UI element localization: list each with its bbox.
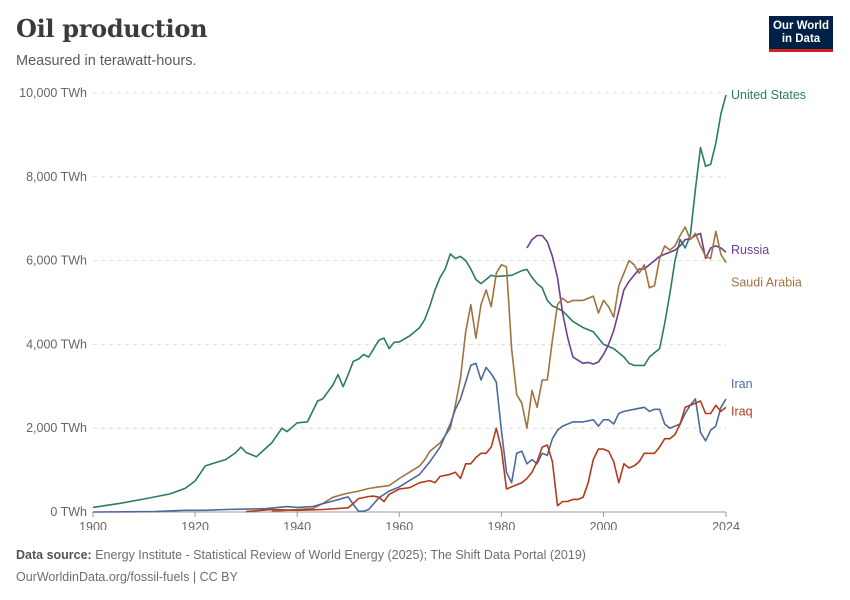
series-line-united-states[interactable] bbox=[92, 94, 727, 509]
logo-accent-bar bbox=[769, 49, 833, 52]
x-tick-label: 1900 bbox=[79, 520, 107, 530]
logo-line-2: in Data bbox=[781, 33, 821, 45]
y-tick-label: 0 TWh bbox=[50, 505, 87, 519]
y-tick-label: 8,000 TWh bbox=[26, 170, 87, 184]
y-tick-label: 2,000 TWh bbox=[26, 421, 87, 435]
series-label-iran[interactable]: Iran bbox=[731, 377, 753, 391]
series-line-iraq[interactable] bbox=[246, 400, 727, 513]
source-label: Data source: bbox=[16, 548, 92, 562]
source-text: Energy Institute - Statistical Review of… bbox=[95, 548, 586, 562]
series-line-saudi-arabia[interactable] bbox=[271, 226, 727, 512]
x-tick-label: 1960 bbox=[385, 520, 413, 530]
y-tick-label: 4,000 TWh bbox=[26, 337, 87, 351]
owid-logo[interactable]: Our World in Data bbox=[769, 16, 833, 52]
grid-lines bbox=[93, 92, 726, 429]
x-tick-label: 2000 bbox=[590, 520, 618, 530]
series-label-iraq[interactable]: Iraq bbox=[731, 404, 753, 418]
line-chart: 0 TWh 2,000 TWh 4,000 TWh 6,000 TWh 8,000 TW… bbox=[19, 86, 806, 530]
y-tick-label: 10,000 TWh bbox=[19, 86, 87, 100]
series-labels: United States Russia Saudi Arabia Iran Iraq bbox=[731, 88, 806, 418]
y-axis: 0 TWh 2,000 TWh 4,000 TWh 6,000 TWh 8,000 TW… bbox=[19, 86, 87, 519]
logo-line-1: Our World bbox=[772, 20, 829, 32]
x-tick-label: 1940 bbox=[283, 520, 311, 530]
data-source: Data source: Energy Institute - Statisti… bbox=[16, 548, 586, 562]
x-axis: 1900 1920 1940 1960 1980 2000 2024 bbox=[79, 511, 740, 530]
x-tick-label: 1920 bbox=[181, 520, 209, 530]
series-label-saudi-arabia[interactable]: Saudi Arabia bbox=[731, 276, 802, 290]
y-tick-label: 6,000 TWh bbox=[26, 254, 87, 268]
series-line-iran[interactable] bbox=[92, 362, 727, 513]
series-lines bbox=[92, 94, 727, 513]
series-label-russia[interactable]: Russia bbox=[731, 243, 769, 257]
footer-url[interactable]: OurWorldinData.org/fossil-fuels | CC BY bbox=[16, 570, 238, 584]
series-label-united-states[interactable]: United States bbox=[731, 88, 806, 102]
x-tick-label: 1980 bbox=[487, 520, 515, 530]
x-tick-label: 2024 bbox=[712, 520, 740, 530]
chart-title: Oil production bbox=[16, 14, 208, 43]
chart-subtitle: Measured in terawatt-hours. bbox=[16, 53, 197, 69]
